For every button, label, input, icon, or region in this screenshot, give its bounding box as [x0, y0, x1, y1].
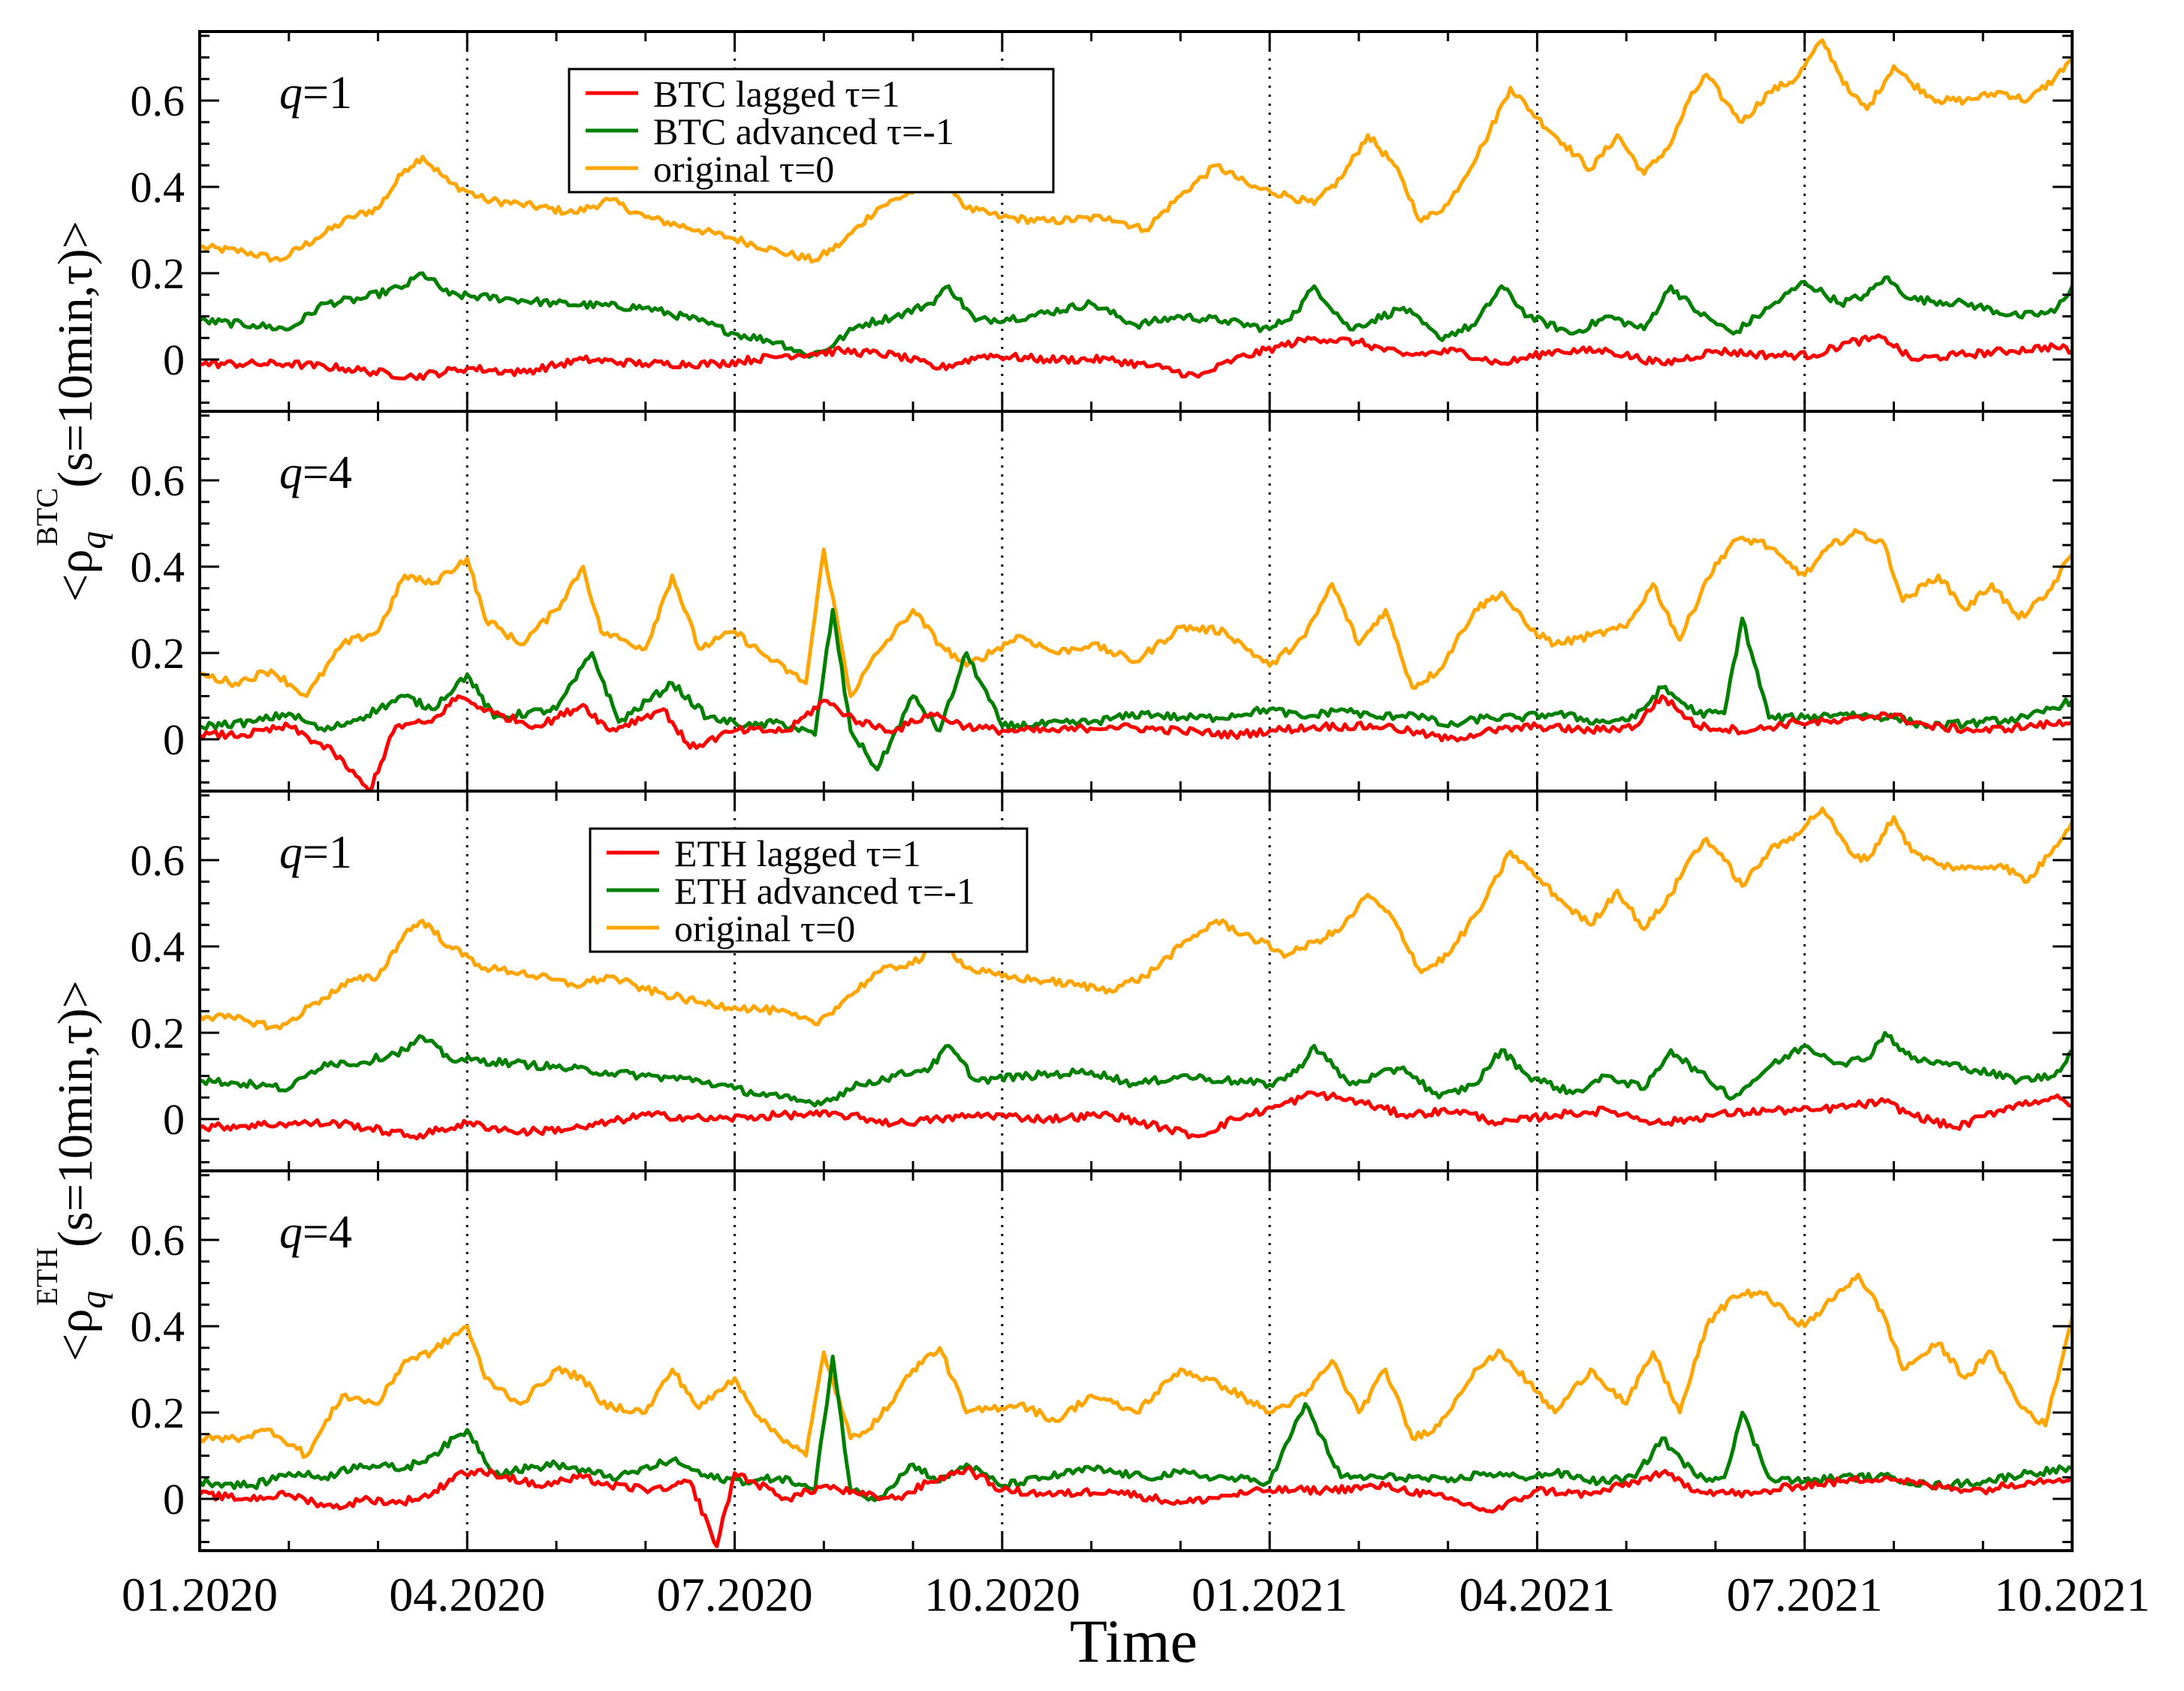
y-tick-label-eth-q4-0: 0: [163, 1475, 185, 1524]
y-tick-label-eth-q4-2: 0.4: [131, 1302, 185, 1351]
y-tick-label-btc-q4-1: 0.2: [131, 629, 185, 678]
panel-label-btc-q1: q=1: [279, 68, 352, 119]
y-tick-label-eth-q4-1: 0.2: [131, 1389, 185, 1437]
panel-frames: [198, 30, 2074, 1552]
x-tick-label-3: 10.2020: [924, 1568, 1080, 1621]
y-tick-label-eth-q4-3: 0.6: [131, 1216, 185, 1265]
x-tick-label-2: 07.2020: [657, 1568, 813, 1621]
series-line-btc-q4-lagged: [200, 694, 2072, 791]
x-axis-label: Time: [1070, 1607, 1197, 1675]
y-tick-label-eth-q1-0: 0: [163, 1095, 185, 1144]
y-tick-label-btc-q4-3: 0.6: [131, 456, 185, 505]
y-axis-label-btc: <ρqBTC(s=10min,τ)>: [30, 221, 113, 602]
series-layer: [200, 38, 2072, 1548]
series-line-eth-q1-lagged: [200, 1090, 2072, 1141]
panel-label-btc-q4: q=4: [279, 447, 352, 498]
legend-label-eth-q1-original: original τ=0: [674, 907, 855, 949]
y-tick-label-eth-q1-2: 0.4: [131, 922, 185, 971]
panel-frame-eth-q4: [198, 1169, 2074, 1552]
series-line-btc-q1-original: [200, 38, 2072, 264]
y-tick-label-btc-q1-0: 0: [163, 335, 185, 384]
x-tick-label-6: 07.2021: [1727, 1568, 1883, 1621]
x-tick-label-0: 01.2020: [122, 1568, 278, 1621]
series-line-btc-q4-advanced: [200, 608, 2072, 772]
y-tick-label-btc-q1-3: 0.6: [131, 77, 185, 125]
series-line-btc-q1-lagged: [200, 333, 2072, 381]
y-tick-label-btc-q4-2: 0.4: [131, 543, 185, 591]
y-tick-label-eth-q1-3: 0.6: [131, 836, 185, 885]
legend-label-btc-q1-original: original τ=0: [653, 148, 834, 190]
series-line-eth-q4-original: [200, 1272, 2072, 1459]
series-line-eth-q1-advanced: [200, 1031, 2072, 1108]
series-line-eth-q4-advanced: [200, 1354, 2072, 1503]
legend-box-btc-q1: [568, 68, 1055, 194]
panel-label-eth-q1: q=1: [279, 827, 352, 878]
x-tick-label-7: 10.2021: [1994, 1568, 2150, 1621]
series-line-btc-q1-advanced: [200, 271, 2072, 360]
y-tick-label-btc-q1-1: 0.2: [131, 249, 185, 298]
legend-label-eth-q1-advanced: ETH advanced τ=-1: [674, 870, 975, 912]
quarter-marker-lines: [465, 32, 1806, 1551]
panel-label-eth-q4: q=4: [279, 1207, 352, 1258]
series-line-eth-q4-lagged: [200, 1465, 2072, 1548]
y-tick-label-btc-q4-0: 0: [163, 715, 185, 764]
legend-box-eth-q1: [589, 827, 1029, 953]
x-tick-label-1: 04.2020: [389, 1568, 545, 1621]
legend-label-btc-q1-lagged: BTC lagged τ=1: [653, 73, 900, 115]
x-tick-label-5: 04.2021: [1459, 1568, 1615, 1621]
series-line-btc-q4-original: [200, 528, 2072, 698]
y-axis-label-eth: <ρqETH(s=10min,τ)>: [30, 980, 113, 1362]
legend-label-eth-q1-lagged: ETH lagged τ=1: [674, 832, 921, 874]
x-tick-label-4: 01.2021: [1191, 1568, 1348, 1621]
y-tick-label-eth-q1-1: 0.2: [131, 1009, 185, 1058]
series-line-eth-q1-original: [200, 806, 2072, 1031]
axis-labels: 0 0.2 0.4 0.6 q=1 0 0.2 0.4 0.6 q=4 0 0.2 0.4 0.6 q=1 0…: [30, 68, 2150, 1621]
legend-label-btc-q1-advanced: BTC advanced τ=-1: [653, 110, 954, 152]
axis-ticks: [198, 32, 2074, 1551]
y-tick-label-btc-q1-2: 0.4: [131, 163, 185, 212]
